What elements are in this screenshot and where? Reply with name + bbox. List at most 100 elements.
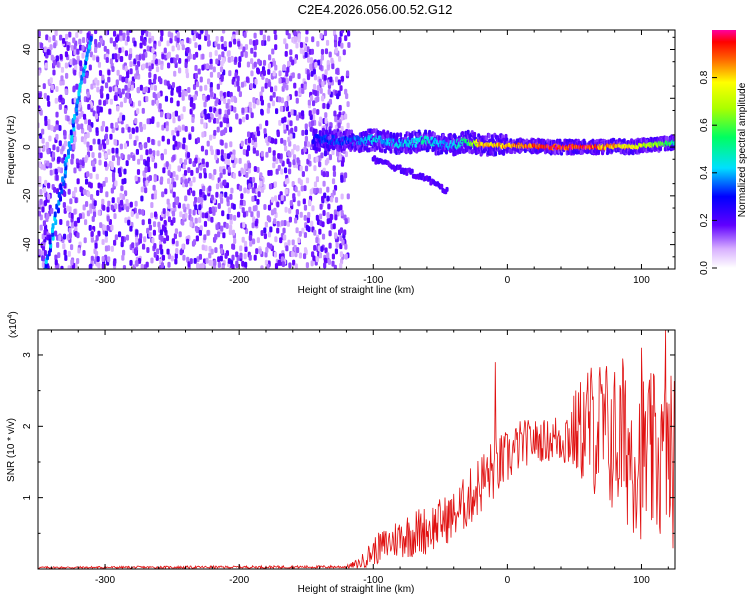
heatmap-cell [76,48,80,55]
heatmap-cell [285,77,289,84]
heatmap-cell [218,113,222,120]
heatmap-cell [69,244,74,251]
heatmap-cell [195,81,200,88]
heatmap-cell [126,30,130,36]
heatmap-cell [163,148,168,155]
heatmap-cell [124,65,128,72]
heatmap-cell [180,113,184,120]
heatmap-cell [148,175,152,182]
heatmap-cell [109,133,113,140]
heatmap-cell [225,117,230,124]
heatmap-cell [142,63,146,70]
heatmap-cell [188,208,192,215]
heatmap-cell [251,238,256,245]
heatmap-cell [141,209,145,216]
heatmap-cell [331,149,335,156]
heatmap-cell [38,92,42,99]
heatmap-cell [196,262,200,269]
heatmap-cell [125,77,129,84]
heatmap-cell [340,176,344,183]
heatmap-cell [107,69,111,76]
heatmap-cell [298,252,303,259]
heatmap-cell [279,105,284,112]
snr-frame [37,329,676,570]
heatmap-cell [225,182,230,189]
heatmap-cell [242,148,246,155]
colorbar-gradient [712,30,736,268]
heatmap-cell [144,187,148,194]
heatmap-cell [131,127,135,134]
heatmap-cell [74,64,78,71]
heatmap-cell [176,130,180,137]
heatmap-cell [125,160,129,167]
heatmap-cell [327,258,332,265]
heatmap-cell [88,126,92,133]
heatmap-cell [267,135,271,142]
heatmap-cell [141,219,145,226]
heatmap-cell [316,108,320,115]
heatmap-cell [137,100,142,107]
heatmap-cell [303,232,308,239]
heatmap-cell [59,219,63,226]
heatmap-cell [169,37,173,44]
heatmap-cell [314,128,318,134]
heatmap-cell [164,95,169,102]
colorbar-tick-label: 0.2 [699,213,710,227]
heatmap-cell [333,184,338,191]
x-tick-label: -100 [363,575,383,586]
heatmap-cell [311,36,315,43]
heatmap-cell [288,262,292,269]
heatmap-cell [167,261,171,268]
heatmap-cell [47,118,51,125]
heatmap-cell [409,149,413,155]
heatmap-cell [125,198,129,205]
heatmap-cell [112,260,117,267]
heatmap-cell [289,49,293,56]
heatmap-cell [145,30,149,37]
heatmap-cell [137,257,142,264]
heatmap-cell [169,97,174,104]
heatmap-cell [163,47,167,54]
heatmap-cell [119,35,123,42]
heatmap-cell [69,59,73,66]
heatmap-cell [122,32,126,39]
heatmap-cell [450,134,454,140]
heatmap-cell [299,41,304,48]
heatmap-cell [313,181,318,188]
heatmap-cell [313,229,317,236]
heatmap-cell [161,135,165,142]
heatmap-cell [162,237,167,244]
heatmap-cell [257,191,261,198]
heatmap-cell [210,248,214,255]
heatmap-cell [256,126,260,133]
heatmap-cell [229,141,233,148]
heatmap-cell [217,98,222,105]
heatmap-cell [171,81,176,88]
heatmap-cell [232,172,236,179]
heatmap-cell [326,195,330,202]
heatmap-cell [324,247,328,254]
heatmap-cell [313,244,317,251]
heatmap-cell [111,147,115,154]
heatmap-cell [273,208,277,215]
heatmap-cell [295,114,300,121]
heatmap-cell [307,99,311,106]
heatmap-cell [259,172,263,179]
heatmap-cell [76,162,80,169]
heatmap-cell [176,44,181,51]
heatmap-cell [242,211,247,218]
heatmap-cell [80,136,85,143]
heatmap-cell [58,234,62,241]
heatmap-cell [326,252,330,259]
heatmap-cell [337,79,341,86]
heatmap-cell [76,258,80,265]
heatmap-cell [329,213,333,220]
heatmap-cell [195,235,199,242]
heatmap-cell [326,186,330,193]
colorbar-tick-label: 0.8 [699,70,710,84]
heatmap-cell [80,123,84,130]
heatmap-cell [56,61,60,68]
snr-scale-close: ) [8,311,19,314]
heatmap-cell [321,81,325,88]
heatmap-cell [334,196,339,203]
